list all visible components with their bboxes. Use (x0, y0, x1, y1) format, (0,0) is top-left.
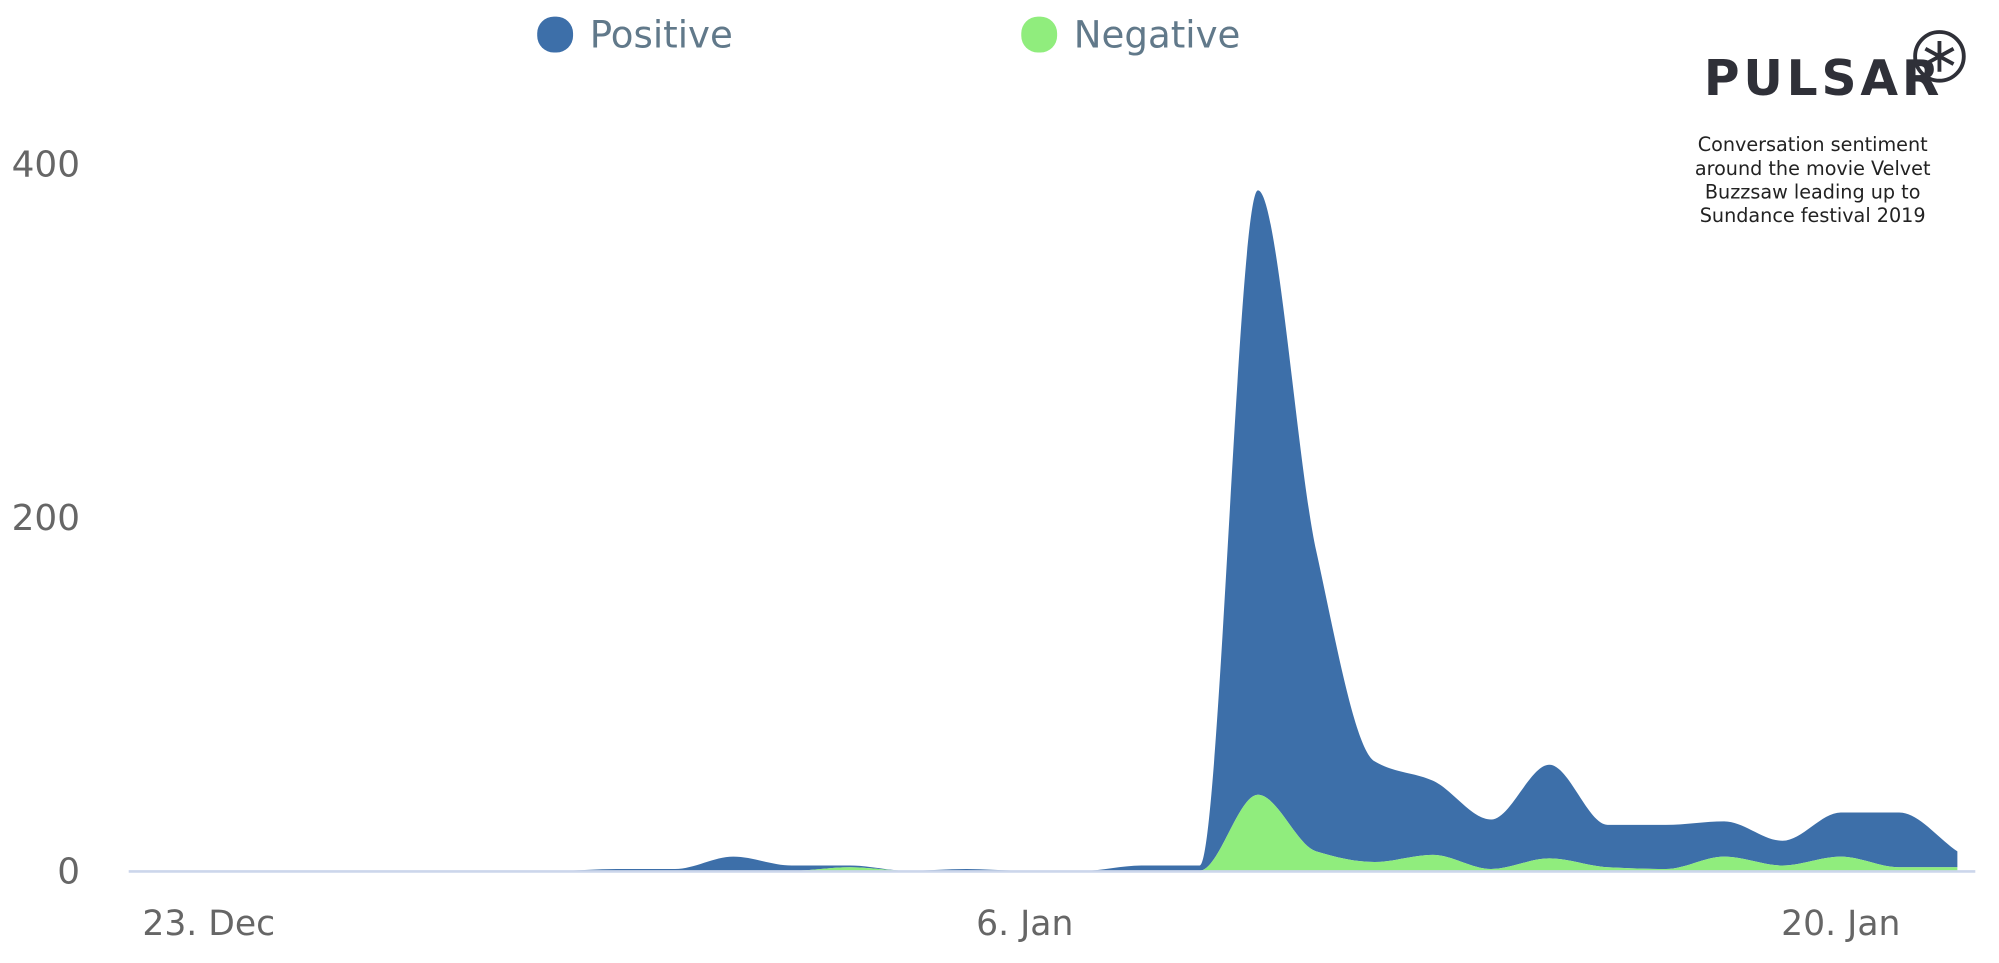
legend-symbol (537, 16, 574, 53)
legend-label[interactable]: Negative (1074, 13, 1241, 56)
area (150, 190, 1958, 871)
subtitle: Buzzsaw leading up to (1705, 180, 1921, 203)
x-tick-label: 20. Jan (1781, 904, 1900, 944)
x-tick-label: 23. Dec (142, 904, 275, 944)
logo-icon (1913, 30, 1966, 83)
subtitle: Conversation sentiment (1698, 133, 1928, 156)
subtitle: Sundance festival 2019 (1700, 204, 1926, 227)
y-tick-label: 200 (12, 498, 80, 539)
legend-label[interactable]: Positive (590, 13, 733, 56)
logo: PULSAR (1704, 51, 1943, 107)
y-tick-label: 400 (12, 145, 80, 186)
legend-symbol (1021, 16, 1058, 53)
subtitle: around the movie Velvet (1695, 157, 1931, 180)
x-tick-label: 6. Jan (976, 904, 1073, 944)
y-tick-label: 0 (57, 852, 80, 893)
